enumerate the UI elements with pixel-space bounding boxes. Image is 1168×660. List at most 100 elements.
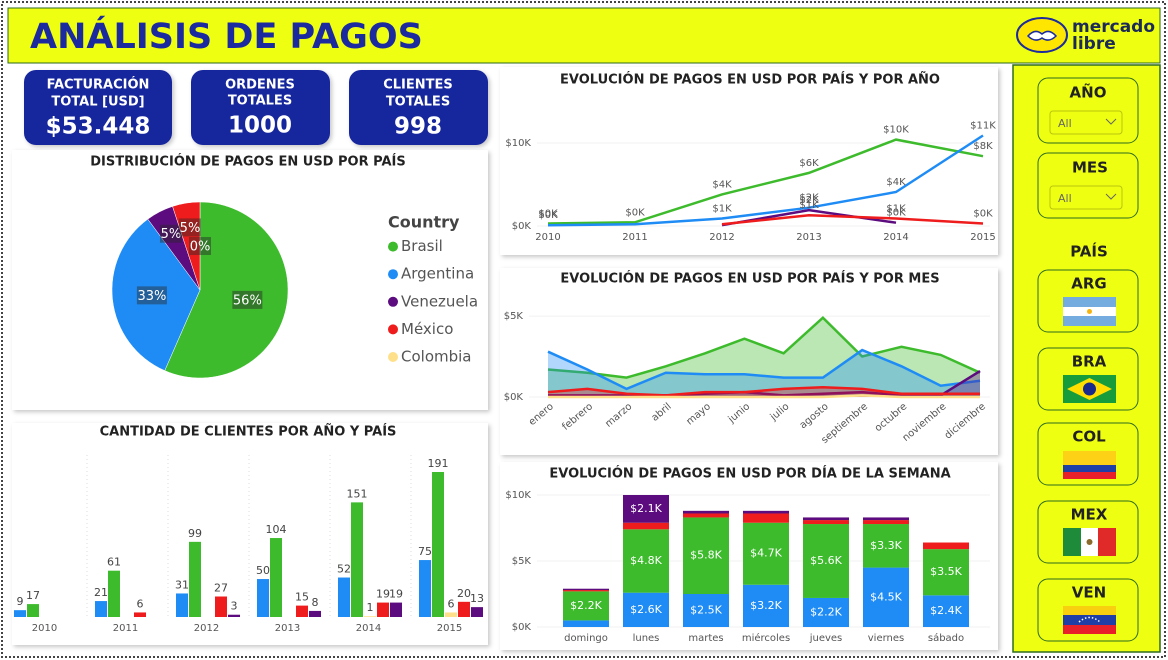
data-label: $0K (973, 209, 993, 220)
bar-segment (743, 584, 789, 627)
flag (1063, 451, 1116, 465)
chart-title: EVOLUCIÓN DE PAGOS EN USD POR PAÍS Y POR… (560, 72, 940, 88)
data-label: $0K (538, 210, 558, 221)
kpi-bg (24, 70, 172, 145)
data-label: 19 (389, 588, 403, 601)
data-label: 31 (175, 578, 189, 591)
x-tick-label: jueves (809, 633, 843, 644)
bar-segment (563, 620, 609, 627)
line (548, 394, 980, 399)
bar (108, 570, 120, 617)
button-label: MEX (1071, 506, 1108, 524)
x-tick-label: miércoles (742, 632, 790, 644)
logo-text: libre (1072, 34, 1116, 54)
bar (377, 602, 389, 617)
dropdown[interactable]: All (1049, 185, 1123, 210)
y-tick-label: $5K (504, 311, 524, 322)
bar-segment (683, 513, 729, 518)
data-label: 5% (180, 221, 201, 236)
chart-title: EVOLUCIÓN DE PAGOS EN USD POR PAÍS Y POR… (560, 271, 939, 287)
data-label: $4.7K (750, 547, 782, 560)
pie-slice (111, 218, 201, 371)
kpi-label: CLIENTES (383, 78, 453, 93)
bar-segment (803, 517, 849, 521)
country-button[interactable]: MEX (1037, 500, 1139, 564)
country-button[interactable]: BRA (1037, 347, 1139, 411)
flag (1063, 465, 1116, 472)
legend-marker (388, 296, 398, 307)
data-label: $4.8K (630, 554, 662, 567)
data-label: $10K (883, 125, 909, 136)
flag (1098, 528, 1116, 556)
kpi-label: TOTALES (386, 95, 450, 110)
logo-hands (1026, 30, 1058, 41)
flag (1086, 539, 1093, 545)
x-tick-label: 2014 (883, 232, 908, 243)
data-label: $4K (886, 177, 906, 188)
y-tick-label: $5K (512, 556, 532, 567)
line (547, 348, 981, 391)
panel (500, 268, 998, 455)
label-bg (232, 290, 263, 309)
data-label: 21 (94, 586, 108, 599)
x-tick-label: 2011 (113, 623, 138, 634)
slicer-label: PAÍS (1070, 242, 1108, 261)
data-label: $2.5K (690, 604, 722, 617)
bar (419, 560, 431, 617)
dropdown-box[interactable] (1049, 185, 1123, 210)
flag (1063, 606, 1116, 615)
flag (1087, 309, 1092, 314)
kpi-value: 998 (394, 114, 442, 140)
bar-segment (923, 542, 969, 550)
filter-panel: AÑO All MES All PAÍS ARG BRA (1012, 64, 1161, 653)
legend-label: Venezuela (401, 292, 478, 310)
data-label: $2.6K (630, 603, 662, 616)
kpi-bg (349, 70, 488, 145)
dropdown[interactable]: All (1049, 110, 1123, 135)
bar-segment (743, 522, 789, 585)
data-label: $5.6K (810, 554, 842, 567)
legend-marker (388, 324, 398, 335)
country-button[interactable]: VEN (1037, 578, 1139, 642)
label-bg (178, 218, 201, 237)
bar (458, 601, 470, 617)
data-label: $2.2K (570, 599, 602, 612)
data-label: 3 (231, 600, 238, 613)
dropdown-box[interactable] (1049, 110, 1123, 135)
data-label: $2.4K (930, 604, 962, 617)
bar (95, 601, 107, 617)
data-label: $4K (712, 179, 732, 190)
data-label: 33% (137, 289, 166, 304)
data-label: 8 (312, 596, 319, 609)
legend-marker (388, 269, 398, 280)
x-tick-label: lunes (633, 633, 660, 644)
country-button[interactable]: COL (1037, 422, 1139, 486)
slicer-label: AÑO (1070, 83, 1107, 102)
button-label: COL (1072, 428, 1106, 446)
bar (176, 593, 188, 617)
x-tick-label: 2013 (275, 623, 300, 634)
bar (215, 596, 227, 617)
pie-slice (164, 201, 289, 379)
x-tick-label: martes (688, 633, 723, 644)
x-tick-label: 2011 (622, 232, 647, 243)
bar-segment (623, 495, 669, 523)
flag (1063, 528, 1081, 556)
data-label: 50 (256, 564, 270, 577)
bar-segment (803, 597, 849, 627)
bar (189, 541, 201, 617)
data-label: 15 (295, 591, 309, 604)
kpi-value: 1000 (228, 113, 292, 139)
bar-segment (923, 549, 969, 596)
label-bg (159, 224, 182, 243)
flag (1083, 382, 1096, 396)
data-label: 6 (448, 597, 455, 610)
kpi-label: TOTALES (228, 94, 292, 109)
data-label: 1 (367, 601, 374, 614)
country-button[interactable]: ARG (1037, 269, 1139, 333)
x-tick-label: 2013 (796, 232, 821, 243)
data-label: 104 (266, 523, 287, 536)
legend-marker (388, 352, 398, 362)
line (721, 213, 984, 226)
